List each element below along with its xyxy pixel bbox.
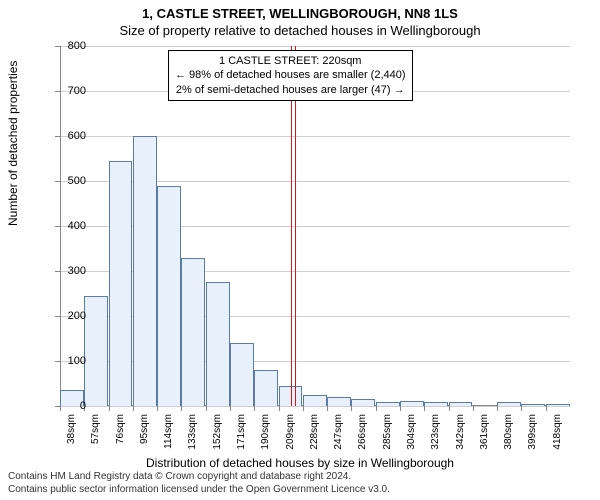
y-tick-label: 500 [46,175,86,187]
histogram-bar [424,402,448,406]
plot-area: 38sqm57sqm76sqm95sqm114sqm133sqm152sqm17… [60,46,570,406]
chart-title-main: 1, CASTLE STREET, WELLINGBOROUGH, NN8 1L… [0,0,600,21]
x-tick-label: 380sqm [503,414,514,460]
x-tick-label: 190sqm [260,414,271,460]
histogram-bar [84,296,108,406]
x-tick-label: 342sqm [455,414,466,460]
y-tick-label: 0 [46,400,86,412]
annotation-line: 1 CASTLE STREET: 220sqm [175,54,406,68]
y-axis-label: Number of detached properties [6,61,20,226]
y-tick-label: 800 [46,40,86,52]
chart-title-sub: Size of property relative to detached ho… [0,21,600,38]
x-tick-label: 133sqm [187,414,198,460]
histogram-bar [230,343,254,406]
x-tick-label: 57sqm [90,414,101,460]
footer-line-2: Contains public sector information licen… [8,484,390,497]
histogram-bar [521,404,545,406]
annotation-box: 1 CASTLE STREET: 220sqm← 98% of detached… [168,50,413,101]
x-axis-label: Distribution of detached houses by size … [0,456,600,470]
x-tick-label: 209sqm [285,414,296,460]
y-tick-label: 200 [46,310,86,322]
annotation-line: ← 98% of detached houses are smaller (2,… [175,68,406,82]
histogram-bar [376,402,400,407]
x-tick-label: 399sqm [527,414,538,460]
histogram-bar [181,258,205,407]
x-tick-label: 228sqm [309,414,320,460]
x-tick-label: 76sqm [115,414,126,460]
gridline [60,406,570,407]
y-tick-label: 300 [46,265,86,277]
x-tick-label: 418sqm [552,414,563,460]
x-tick-label: 152sqm [212,414,223,460]
histogram-bar [449,402,473,407]
y-tick-label: 600 [46,130,86,142]
x-tick-label: 323sqm [430,414,441,460]
histogram-bar [497,402,521,407]
annotation-line: 2% of semi-detached houses are larger (4… [175,83,406,97]
x-tick-label: 95sqm [139,414,150,460]
x-tick-label: 247sqm [333,414,344,460]
gridline [60,46,570,47]
histogram-bar [400,401,424,406]
y-tick-label: 400 [46,220,86,232]
histogram-bar [351,399,375,406]
histogram-bar [133,136,157,406]
histogram-bar [546,404,570,406]
chart-container: { "chart": { "type": "histogram", "title… [0,0,600,500]
histogram-bar [303,395,327,406]
histogram-bar [254,370,278,406]
y-tick-label: 700 [46,85,86,97]
histogram-bar [327,397,351,406]
footer-line-1: Contains HM Land Registry data © Crown c… [8,471,390,484]
y-tick-label: 100 [46,355,86,367]
x-tick-label: 114sqm [163,414,174,460]
x-tick-label: 361sqm [479,414,490,460]
x-tick-label: 266sqm [357,414,368,460]
x-tick-label: 285sqm [382,414,393,460]
chart-footer: Contains HM Land Registry data © Crown c… [8,471,390,496]
histogram-bar [206,282,230,406]
histogram-bar [109,161,133,406]
x-tick-label: 304sqm [406,414,417,460]
x-tick-label: 38sqm [66,414,77,460]
histogram-bar [157,186,181,407]
x-tick-label: 171sqm [236,414,247,460]
